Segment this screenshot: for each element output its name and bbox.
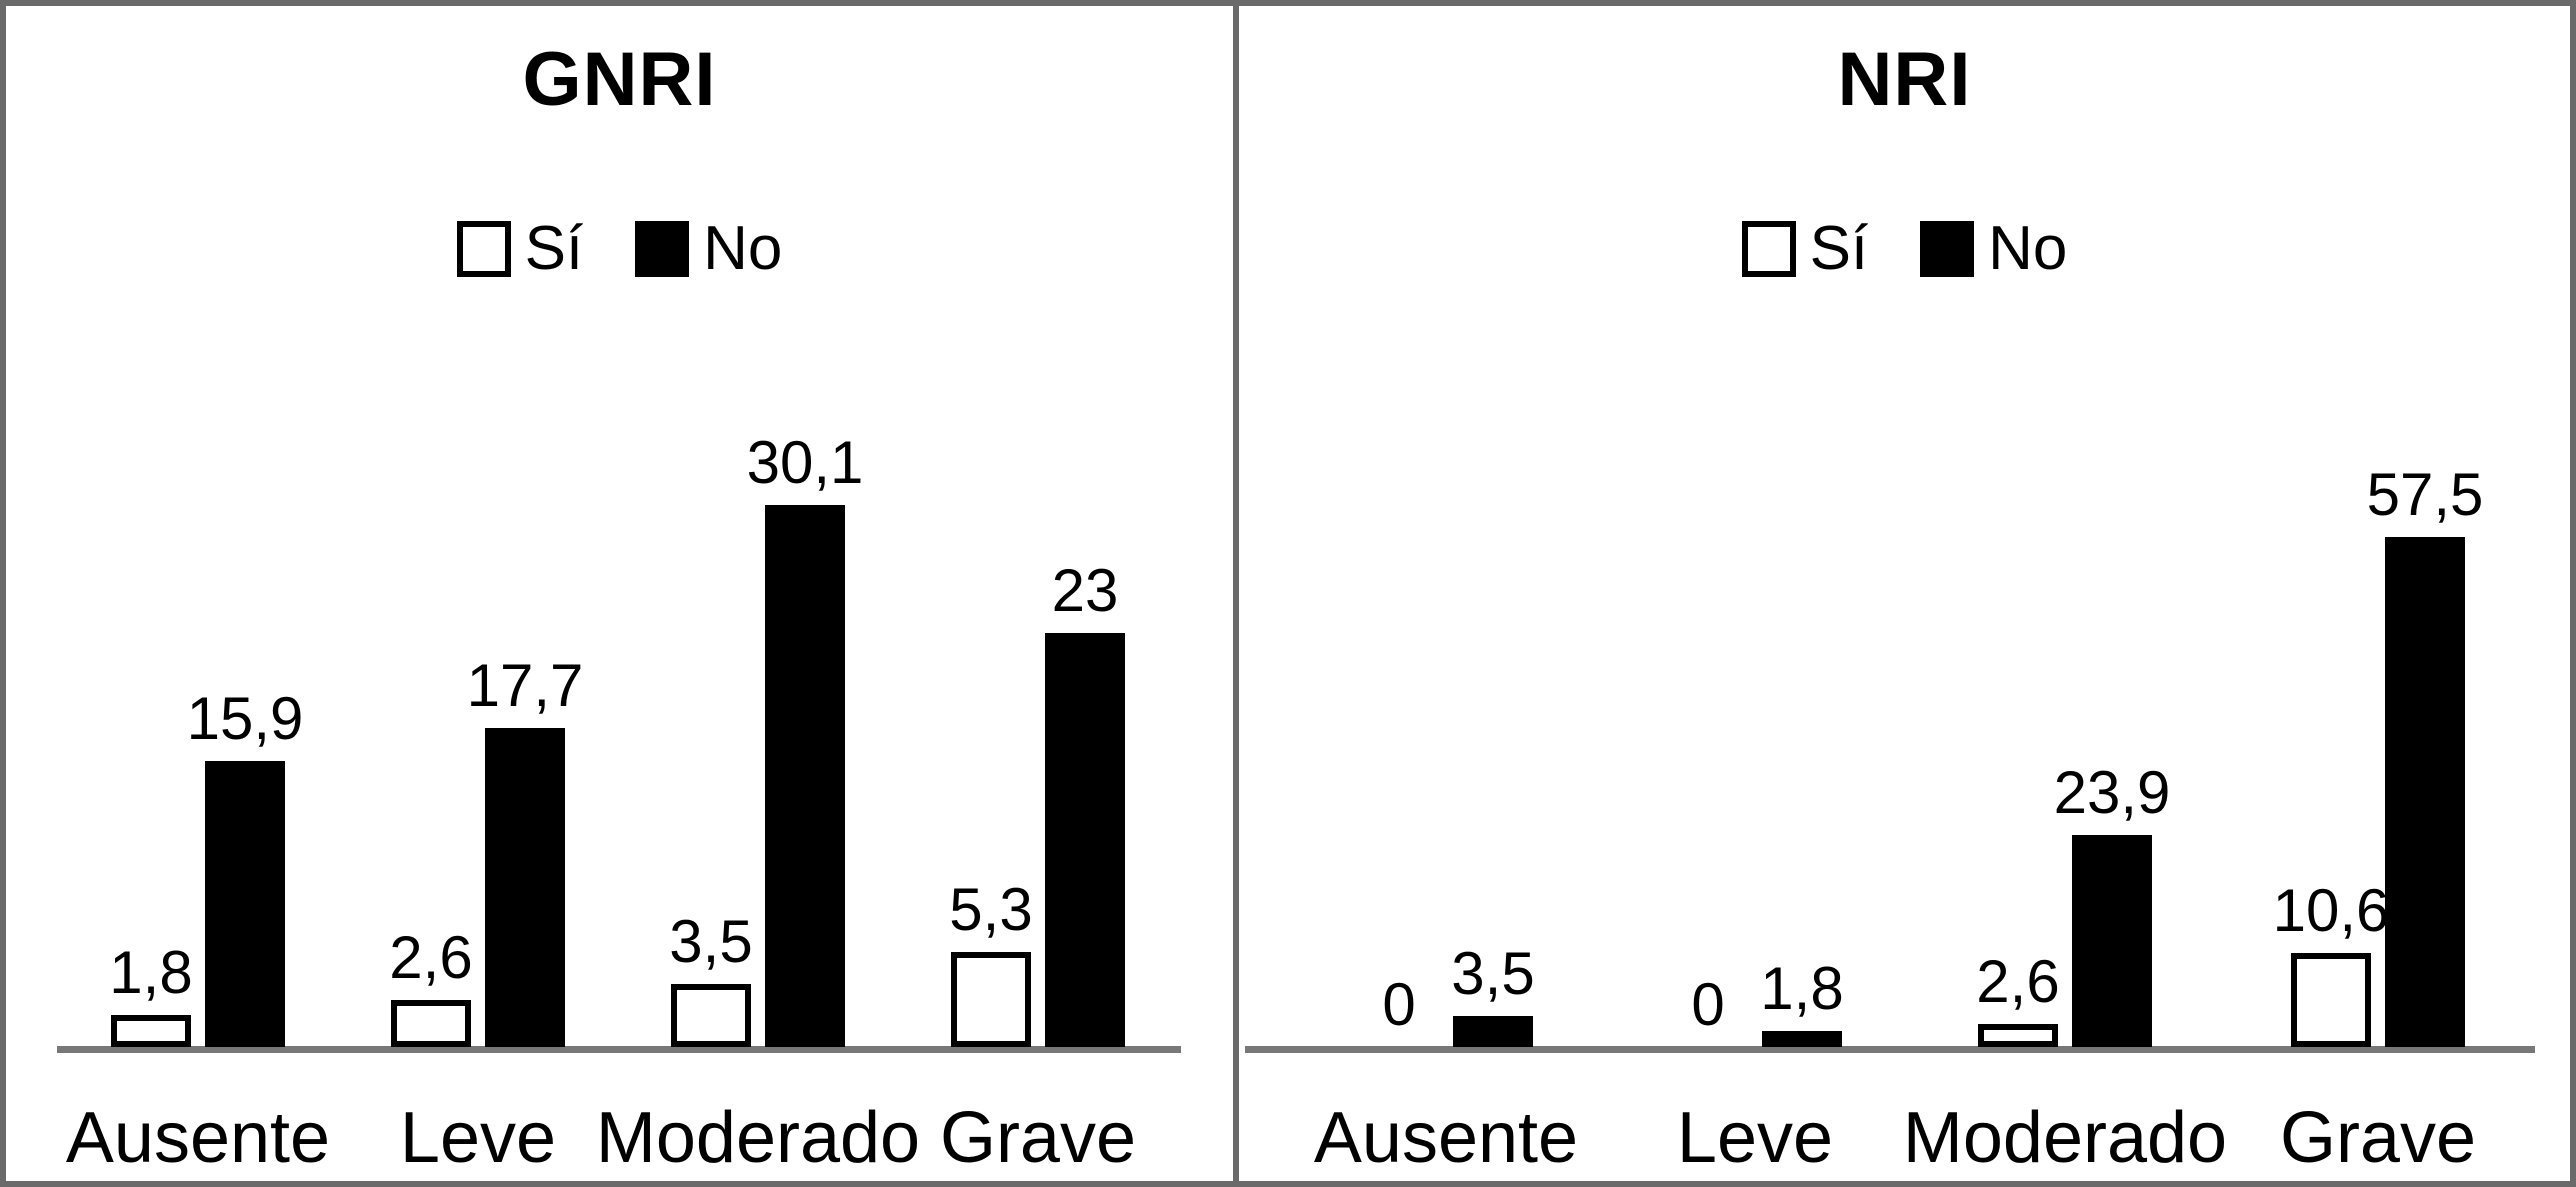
bar-no-grave [1045, 633, 1125, 1047]
bar-column: 15,9 [187, 689, 303, 1047]
legend-item-no: No [635, 218, 782, 280]
bar-column: 10,6 [2273, 881, 2389, 1047]
bar-column: 23,9 [2054, 763, 2170, 1047]
value-label: 5,3 [949, 876, 1033, 943]
category-label-grave: Grave [939, 1098, 1137, 1178]
legend-swatch-si [456, 221, 511, 277]
bar-si-leve [391, 1000, 471, 1047]
bar-si-moderado [1978, 1024, 2058, 1047]
nri-legend: Sí No [1239, 218, 2570, 280]
legend-item-no: No [1920, 218, 2067, 280]
category-label-ausente: Ausente [1313, 1098, 1579, 1178]
bar-no-leve [1762, 1031, 1842, 1047]
bar-group-grave: 10,6 57,5 [2273, 465, 2483, 1047]
bar-no-ausente [205, 761, 285, 1047]
bar-column: 5,3 [949, 876, 1033, 1047]
bar-column: 2,6 [389, 924, 473, 1047]
panel-gnri: GNRI Sí No 1,8 15,9 2,6 17,7 3,5 30,1 5,3 23 Au… [6, 6, 1233, 1181]
value-label: 23 [1051, 557, 1119, 624]
bar-no-ausente [1453, 1016, 1533, 1047]
bar-column: 3,5 [669, 908, 753, 1047]
bar-column: 3,5 [1451, 940, 1535, 1047]
panel-nri: NRI Sí No 0 3,5 0 1,8 2,6 23,9 10,6 57,5 Ausent… [1239, 6, 2570, 1181]
value-label: 30,1 [746, 429, 864, 496]
value-label: 57,5 [2366, 461, 2484, 528]
bar-si-grave [951, 952, 1031, 1047]
bar-no-grave [2385, 537, 2465, 1047]
bar-column: 17,7 [467, 656, 583, 1047]
legend-label-si: Sí [524, 214, 584, 283]
value-label: 2,6 [1976, 948, 2060, 1015]
legend-item-si: Sí [1741, 214, 1869, 283]
legend-swatch-no [635, 221, 690, 277]
bar-column: 0 [1359, 975, 1439, 1047]
legend-label-si: Sí [1809, 214, 1869, 283]
category-label-moderado: Moderado [1902, 1098, 2228, 1178]
legend-swatch-si [1741, 221, 1796, 277]
value-label: 0 [1691, 971, 1725, 1038]
legend-label-no: No [703, 214, 783, 283]
category-label-leve: Leve [399, 1098, 557, 1178]
bar-group-moderado: 2,6 23,9 [1976, 763, 2170, 1047]
legend-label-no: No [1988, 214, 2068, 283]
nri-title: NRI [1837, 37, 1972, 122]
bar-si-ausente [111, 1015, 191, 1047]
value-label: 2,6 [389, 924, 473, 991]
category-label-ausente: Ausente [65, 1098, 331, 1178]
bar-column: 2,6 [1976, 948, 2060, 1047]
bar-column: 1,8 [109, 939, 193, 1047]
value-label: 3,5 [669, 908, 753, 975]
bar-no-leve [485, 728, 565, 1047]
value-label: 10,6 [2272, 877, 2390, 944]
category-label-moderado: Moderado [595, 1098, 921, 1178]
bar-column: 57,5 [2367, 465, 2483, 1047]
bar-no-moderado [2072, 835, 2152, 1047]
bar-column: 30,1 [747, 433, 863, 1047]
category-label-leve: Leve [1676, 1098, 1834, 1178]
bar-group-moderado: 3,5 30,1 [669, 433, 863, 1047]
legend-item-si: Sí [456, 214, 584, 283]
bar-si-moderado [671, 984, 751, 1047]
bar-group-leve: 0 1,8 [1668, 955, 1844, 1047]
value-label: 0 [1382, 971, 1416, 1038]
value-label: 15,9 [186, 685, 304, 752]
value-label: 1,8 [1760, 955, 1844, 1022]
bar-column: 1,8 [1760, 955, 1844, 1047]
category-label-grave: Grave [2279, 1098, 2477, 1178]
bar-group-ausente: 0 3,5 [1359, 940, 1535, 1047]
x-axis-line [57, 1046, 1181, 1053]
gnri-title: GNRI [522, 37, 717, 122]
value-label: 3,5 [1451, 940, 1535, 1007]
value-label: 1,8 [109, 939, 193, 1006]
x-axis-line [1245, 1046, 2535, 1053]
bar-si-grave [2291, 953, 2371, 1047]
value-label: 23,9 [2053, 759, 2171, 826]
bar-group-leve: 2,6 17,7 [389, 656, 583, 1047]
value-label: 17,7 [466, 652, 584, 719]
bar-group-ausente: 1,8 15,9 [109, 689, 303, 1047]
bar-column: 23 [1045, 561, 1125, 1047]
gnri-legend: Sí No [6, 218, 1233, 280]
bar-column: 0 [1668, 975, 1748, 1047]
bar-no-moderado [765, 505, 845, 1047]
bar-group-grave: 5,3 23 [949, 561, 1125, 1047]
panel-divider [1233, 6, 1239, 1181]
legend-swatch-no [1920, 221, 1975, 277]
